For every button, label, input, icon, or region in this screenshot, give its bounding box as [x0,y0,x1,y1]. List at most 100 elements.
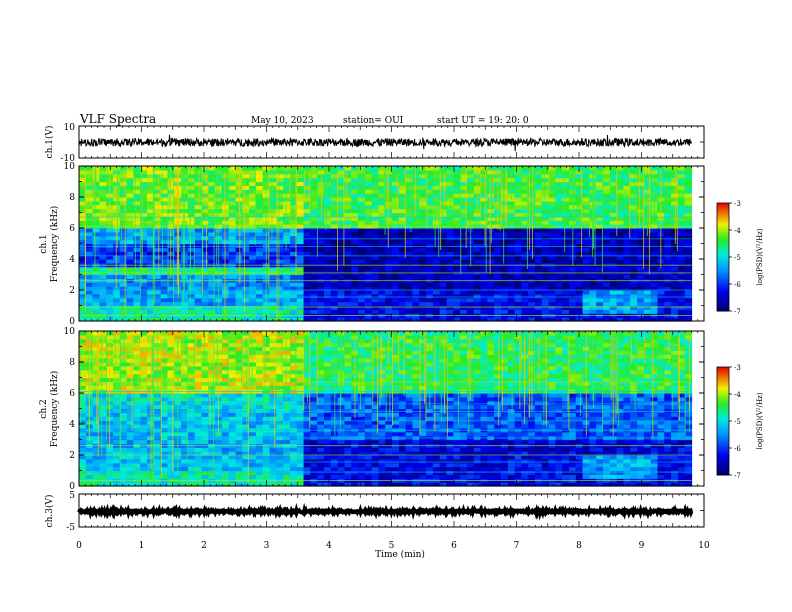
spectrogram-cell [201,169,209,175]
spectrogram-cell [562,212,570,217]
spectrogram-cell [153,193,162,198]
spectrogram-cell [255,255,264,260]
spectrogram-cell [201,439,209,444]
spectrogram-cell [92,247,101,252]
spectrogram-cell [358,317,366,322]
spectrogram-cell [283,173,291,179]
ch2-spectrogram-image [79,331,693,487]
spectrogram-cell [534,251,543,256]
spectrogram-cell [446,185,454,190]
spectrogram-cell [439,228,448,233]
spectrogram-cell [140,274,148,279]
spectrogram-cell [337,247,346,252]
spectrogram-cell [126,439,135,444]
spectrogram-cell [432,239,441,245]
spectrogram-cell [194,243,203,248]
spectrogram-cell [187,412,196,417]
spectrogram-cell [187,251,196,256]
spectrogram-cell [337,297,346,303]
spectrogram-cell [412,173,420,179]
spectrogram-cell [215,447,223,452]
spectrogram-cell [562,301,570,307]
spectrogram-cell [330,317,339,322]
spectrogram-cell [453,309,461,314]
spectrogram-cell [385,169,393,175]
spectrogram-cell [426,197,434,202]
spectrogram-cell [671,208,679,214]
spectrogram-cell [494,255,502,260]
spectrogram-cell [133,381,141,386]
spectrogram-cell [358,204,366,210]
spectrogram-cell [126,193,135,198]
spectrogram-cell [351,305,359,310]
spectrogram-cell [603,274,611,279]
spectrogram-cell [160,447,169,452]
spectrogram-cell [153,181,162,186]
spectrogram-cell [296,169,305,175]
spectrogram-cell [514,181,522,186]
spectrogram-cell [453,193,461,198]
spectrogram-cell [507,239,516,245]
spectrogram-cell [201,412,209,417]
spectrogram-cell [255,169,264,175]
spectrogram-cell [480,204,488,210]
spectrogram-cell [262,393,271,398]
spectrogram-cell [153,455,162,460]
spectrogram-cell [249,466,257,472]
spectrogram-cell [344,169,352,175]
spectrogram-cell [140,216,148,221]
spectrogram-cell [650,228,659,233]
spectrogram-cell [426,286,434,291]
spectrogram-cell [575,220,584,225]
spectrogram-cell [167,377,175,382]
spectrogram-cell [79,208,87,214]
spectrogram-cell [208,197,216,202]
spectrogram-cell [276,204,284,210]
spectrogram-cell [235,420,243,425]
spectrogram-cell [460,193,468,198]
spectrogram-cell [249,297,257,303]
spectrogram-cell [255,251,264,256]
spectrogram-cell [249,193,257,198]
spectrogram-cell [337,259,346,264]
spectrogram-cell [351,293,359,299]
spectrogram-cell [528,251,536,256]
spectrogram-cell [255,350,264,355]
spectrogram-cell [228,470,237,475]
spectrogram-cell [330,235,339,241]
spectrogram-cell [555,212,563,217]
spectrogram-cell [296,255,305,260]
spectrogram-cell [684,247,693,252]
spectrogram-cell [249,400,257,406]
spectrogram-cell [235,482,243,487]
spectrogram-cell [85,243,94,248]
spectrogram-cell [133,342,141,348]
spectrogram-cell [221,282,230,287]
spectrogram-cell [235,455,243,460]
spectrogram-cell [398,309,407,314]
spectrogram-cell [664,247,672,252]
spectrogram-cell [187,365,196,371]
spectrogram-cell [242,408,250,413]
spectrogram-cell [337,220,346,225]
spectrogram-cell [269,251,277,256]
spectrogram-cell [677,173,686,179]
spectrogram-cell [283,297,291,303]
spectrogram-cell [113,424,121,429]
spectrogram-cell [541,166,550,171]
spectrogram-cell [296,220,305,225]
spectrogram-cell [534,200,543,206]
spectrogram-cell [140,204,148,210]
spectrogram-cell [208,462,216,468]
spectrogram-cell [133,474,141,479]
spectrogram-cell [167,286,175,291]
spectrogram-cell [194,381,203,386]
spectrogram-cell [249,181,257,186]
spectrogram-cell [160,362,169,367]
spectrogram-cell [432,220,441,225]
spectrogram-cell [473,297,482,303]
spectrogram-cell [133,293,141,299]
spectrogram-cell [310,228,318,233]
spectrogram-cell [671,290,679,295]
spectrogram-cell [528,166,536,171]
